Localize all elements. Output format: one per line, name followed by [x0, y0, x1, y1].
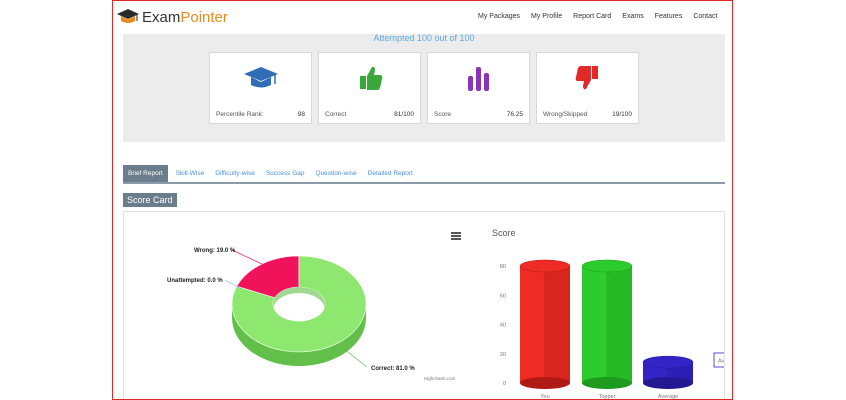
- logo[interactable]: Exam Pointer: [116, 6, 228, 28]
- correct-card: Correct 81/100: [318, 52, 421, 124]
- x-tick-label: Topper: [599, 394, 616, 400]
- pie-hole: [273, 287, 325, 321]
- nav-features[interactable]: Features: [654, 13, 683, 20]
- logo-text-exam: Exam: [142, 8, 181, 26]
- correct-value: 81/100: [394, 111, 414, 118]
- score-bar-chart: Score 0 20 40 60 80 You Topper Average Average: 1…: [492, 228, 724, 400]
- pie-connector: [224, 279, 243, 290]
- bar-chart-icon: [467, 67, 489, 91]
- score-value: 76.25: [506, 111, 523, 118]
- thumbs-up-icon: [359, 66, 382, 90]
- percentile-label: Percentile Rank:: [216, 111, 264, 118]
- thumbs-down-icon: [575, 66, 598, 90]
- percentile-value: 98: [297, 111, 305, 118]
- y-tick-label: 60: [500, 293, 506, 299]
- y-tick-label: 80: [500, 264, 506, 270]
- tooltip-text: Average: 14.265625: [718, 359, 724, 365]
- pie-label: Correct: 81.0 %: [371, 366, 415, 372]
- y-tick-label: 0: [503, 381, 506, 387]
- tab-success-gap[interactable]: Success Gap: [265, 169, 305, 177]
- score-card-stat: Score 76.25: [427, 52, 530, 124]
- nav-contact[interactable]: Contact: [693, 13, 718, 20]
- score-card-panel: Wrong: 19.0 % Unattempted: 0.0 % Correct: …: [123, 211, 725, 400]
- top-nav: My Packages My Profile Report Card Exams…: [478, 13, 728, 20]
- graduation-cap-logo-icon: [117, 9, 139, 23]
- chart-credit: Highcharts.com: [424, 376, 456, 381]
- bar-chart-title: Score: [492, 228, 516, 238]
- score-label: Score: [434, 111, 451, 118]
- pie-chart: Wrong: 19.0 % Unattempted: 0.0 % Correct: …: [167, 248, 456, 381]
- pie-connector: [338, 344, 368, 368]
- app-window: Exam Pointer My Packages My Profile Repor…: [112, 0, 733, 400]
- pie-hole-wall: [273, 287, 325, 310]
- nav-report-card[interactable]: Report Card: [573, 13, 612, 20]
- average-tooltip: Average: 14.265625: [713, 352, 724, 368]
- nav-exams[interactable]: Exams: [622, 13, 644, 20]
- nav-my-profile[interactable]: My Profile: [531, 13, 563, 20]
- bar-topper[interactable]: [581, 259, 633, 389]
- tab-brief-report[interactable]: Brief Report: [123, 164, 168, 182]
- stats-panel: Attempted 100 out of 100 Percentile Rank…: [123, 33, 725, 142]
- wrong-skipped-label: Wrong/Skipped: [543, 111, 588, 118]
- score-card-title: Score Card: [123, 193, 177, 207]
- bar-average[interactable]: [642, 355, 694, 389]
- tab-question-wise[interactable]: Question-wise: [315, 169, 357, 177]
- tab-skill-wise[interactable]: Skill-Wise: [175, 169, 205, 177]
- y-tick-label: 40: [500, 323, 506, 329]
- attempted-summary: Attempted 100 out of 100: [373, 33, 475, 43]
- tab-difficulty-wise[interactable]: Difficulty-wise: [215, 169, 255, 177]
- chart-menu-icon[interactable]: [451, 232, 461, 240]
- x-tick-label: You: [540, 394, 549, 400]
- wrong-skipped-value: 19/100: [612, 111, 632, 118]
- x-tick-label: Average: [658, 394, 678, 400]
- tooltip-box: [713, 352, 724, 368]
- nav-my-packages[interactable]: My Packages: [478, 13, 521, 20]
- header: Exam Pointer My Packages My Profile Repor…: [113, 1, 732, 34]
- wrong-skipped-card: Wrong/Skipped 19/100: [536, 52, 639, 124]
- graduation-cap-icon: [243, 67, 278, 88]
- bar-you[interactable]: [519, 259, 571, 389]
- percentile-card: Percentile Rank: 98: [209, 52, 312, 124]
- pie-connector: [231, 249, 263, 265]
- correct-label: Correct: [325, 111, 347, 118]
- pie-label: Unattempted: 0.0 %: [167, 278, 223, 284]
- pie-label: Wrong: 19.0 %: [194, 248, 236, 254]
- logo-text-pointer: Pointer: [180, 8, 228, 26]
- tab-detailed-report[interactable]: Detailed Report: [367, 169, 413, 177]
- y-tick-label: 20: [500, 352, 506, 358]
- report-tabs: Brief Report Skill-Wise Difficulty-wise …: [123, 164, 725, 184]
